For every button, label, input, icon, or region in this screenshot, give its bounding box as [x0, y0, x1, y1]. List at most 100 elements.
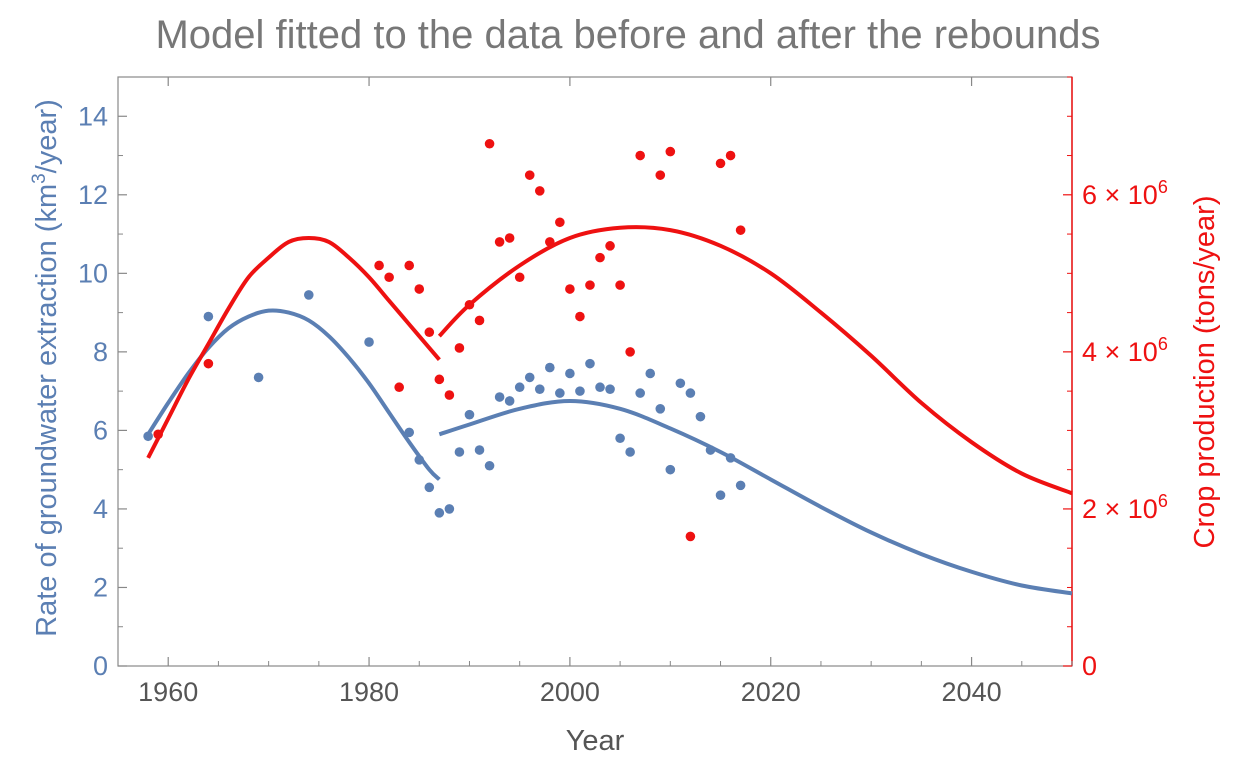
crop-data-point — [585, 280, 595, 290]
groundwater-data-point — [454, 447, 465, 457]
y-right-tick-base: 4 × 10 — [1082, 337, 1158, 367]
groundwater-data-point — [404, 427, 415, 438]
crop-data-point — [384, 272, 394, 283]
groundwater-data-point — [444, 504, 455, 514]
groundwater-data-point — [605, 384, 615, 394]
x-axis-ticks: 1960 1980 2000 2020 2040 — [117, 77, 1073, 707]
model-curves — [146, 225, 1073, 596]
x-tick-label: 2020 — [741, 677, 801, 707]
crop-data-point — [665, 146, 676, 157]
y-left-label-prefix: Rate of groundwater extraction (km — [31, 184, 63, 637]
crop-data-point — [484, 138, 495, 149]
groundwater-data-point — [625, 447, 635, 457]
x-tick-label: 1980 — [339, 677, 399, 707]
groundwater-data-point — [253, 372, 264, 383]
y-right-tick-exponent: 6 — [1158, 177, 1168, 197]
y-right-axis-label: Crop production (tons/year) — [1189, 196, 1221, 549]
groundwater-data-point — [524, 372, 535, 383]
y-left-label-superscript: 3 — [29, 173, 50, 184]
groundwater-data-point — [534, 384, 545, 394]
groundwater-data-point — [203, 311, 214, 322]
crop-data-point — [655, 170, 666, 180]
y-left-axis-ticks: 0 2 4 6 8 10 12 14 — [78, 76, 127, 681]
y-left-tick-label: 4 — [93, 494, 108, 524]
groundwater-data-point — [685, 388, 696, 398]
y-right-tick-label: 2 × 106 — [1082, 491, 1168, 524]
crop-data-point — [153, 429, 163, 440]
crop-data-point — [605, 241, 615, 251]
crop-data-point — [404, 260, 415, 271]
crop-data-point — [565, 284, 575, 294]
groundwater-data-point — [555, 388, 565, 398]
y-right-tick-label: 0 — [1082, 651, 1097, 681]
groundwater-data-point — [595, 382, 605, 393]
chart-title: Model fitted to the data before and afte… — [155, 13, 1100, 57]
crop-data-point — [474, 315, 485, 326]
y-right-tick-exponent: 6 — [1158, 491, 1168, 511]
crop-data-point — [394, 382, 404, 393]
x-tick-label: 1960 — [138, 677, 198, 707]
crop-data-point — [524, 170, 535, 180]
groundwater-data-point — [414, 455, 425, 465]
y-right-tick-label: 4 × 106 — [1082, 334, 1168, 367]
groundwater-data-point — [615, 433, 625, 444]
groundwater-data-point — [484, 460, 495, 471]
groundwater-data-point — [474, 445, 485, 455]
y-right-tick-exponent: 6 — [1158, 334, 1168, 354]
crop-data-point — [575, 311, 585, 322]
groundwater-data-point — [464, 409, 475, 420]
crop-data-point — [494, 237, 505, 247]
plot-frame — [117, 76, 1073, 667]
groundwater-data-point — [705, 445, 716, 455]
y-left-tick-label: 6 — [93, 415, 108, 445]
crop-data-point — [735, 225, 746, 235]
x-tick-label: 2040 — [942, 677, 1002, 707]
crop-model-curve — [437, 225, 1073, 496]
groundwater-data-point — [695, 411, 706, 422]
crop-data-point — [635, 150, 645, 161]
crop-data-point — [514, 272, 525, 283]
groundwater-data-point — [304, 290, 314, 300]
plot-area — [117, 76, 1073, 667]
groundwater-model-curve — [146, 308, 441, 481]
groundwater-data-point — [494, 392, 505, 402]
crop-data-point — [504, 233, 515, 243]
groundwater-data-point — [575, 386, 585, 396]
crop-data-point — [374, 260, 384, 271]
crop-data-point — [534, 186, 545, 196]
crop-data-point — [454, 343, 465, 353]
y-right-tick-base: 0 — [1082, 651, 1097, 681]
crop-data-point — [424, 327, 435, 338]
groundwater-data-point — [585, 358, 595, 369]
crop-data-point — [545, 237, 555, 247]
crop-data-point — [414, 284, 425, 294]
y-left-tick-label: 2 — [93, 572, 108, 602]
groundwater-data-point — [665, 464, 676, 475]
groundwater-data-point — [675, 378, 686, 389]
crop-data-point — [464, 299, 475, 310]
y-right-tick-base: 6 × 10 — [1082, 180, 1158, 210]
groundwater-data-point — [545, 362, 555, 373]
x-tick-label: 2000 — [540, 677, 600, 707]
crop-data-point — [685, 531, 696, 542]
groundwater-data-point — [424, 482, 435, 493]
groundwater-data-point — [715, 490, 726, 500]
x-axis-label: Year — [566, 725, 625, 757]
crop-data-point — [715, 158, 726, 169]
groundwater-data-point — [364, 337, 374, 347]
crop-data-point — [625, 347, 635, 357]
groundwater-data-point — [143, 431, 153, 442]
y-left-tick-label: 8 — [93, 337, 108, 367]
y-left-tick-label: 14 — [78, 101, 108, 131]
crop-data-point — [434, 374, 445, 385]
groundwater-data-point — [434, 508, 445, 518]
groundwater-data-point — [514, 382, 525, 393]
groundwater-data-point — [635, 388, 645, 398]
y-left-tick-label: 0 — [93, 651, 108, 681]
crop-data-point — [725, 150, 736, 161]
y-left-tick-label: 12 — [78, 180, 108, 210]
groundwater-data-point — [565, 368, 575, 379]
groundwater-data-point — [645, 368, 656, 379]
